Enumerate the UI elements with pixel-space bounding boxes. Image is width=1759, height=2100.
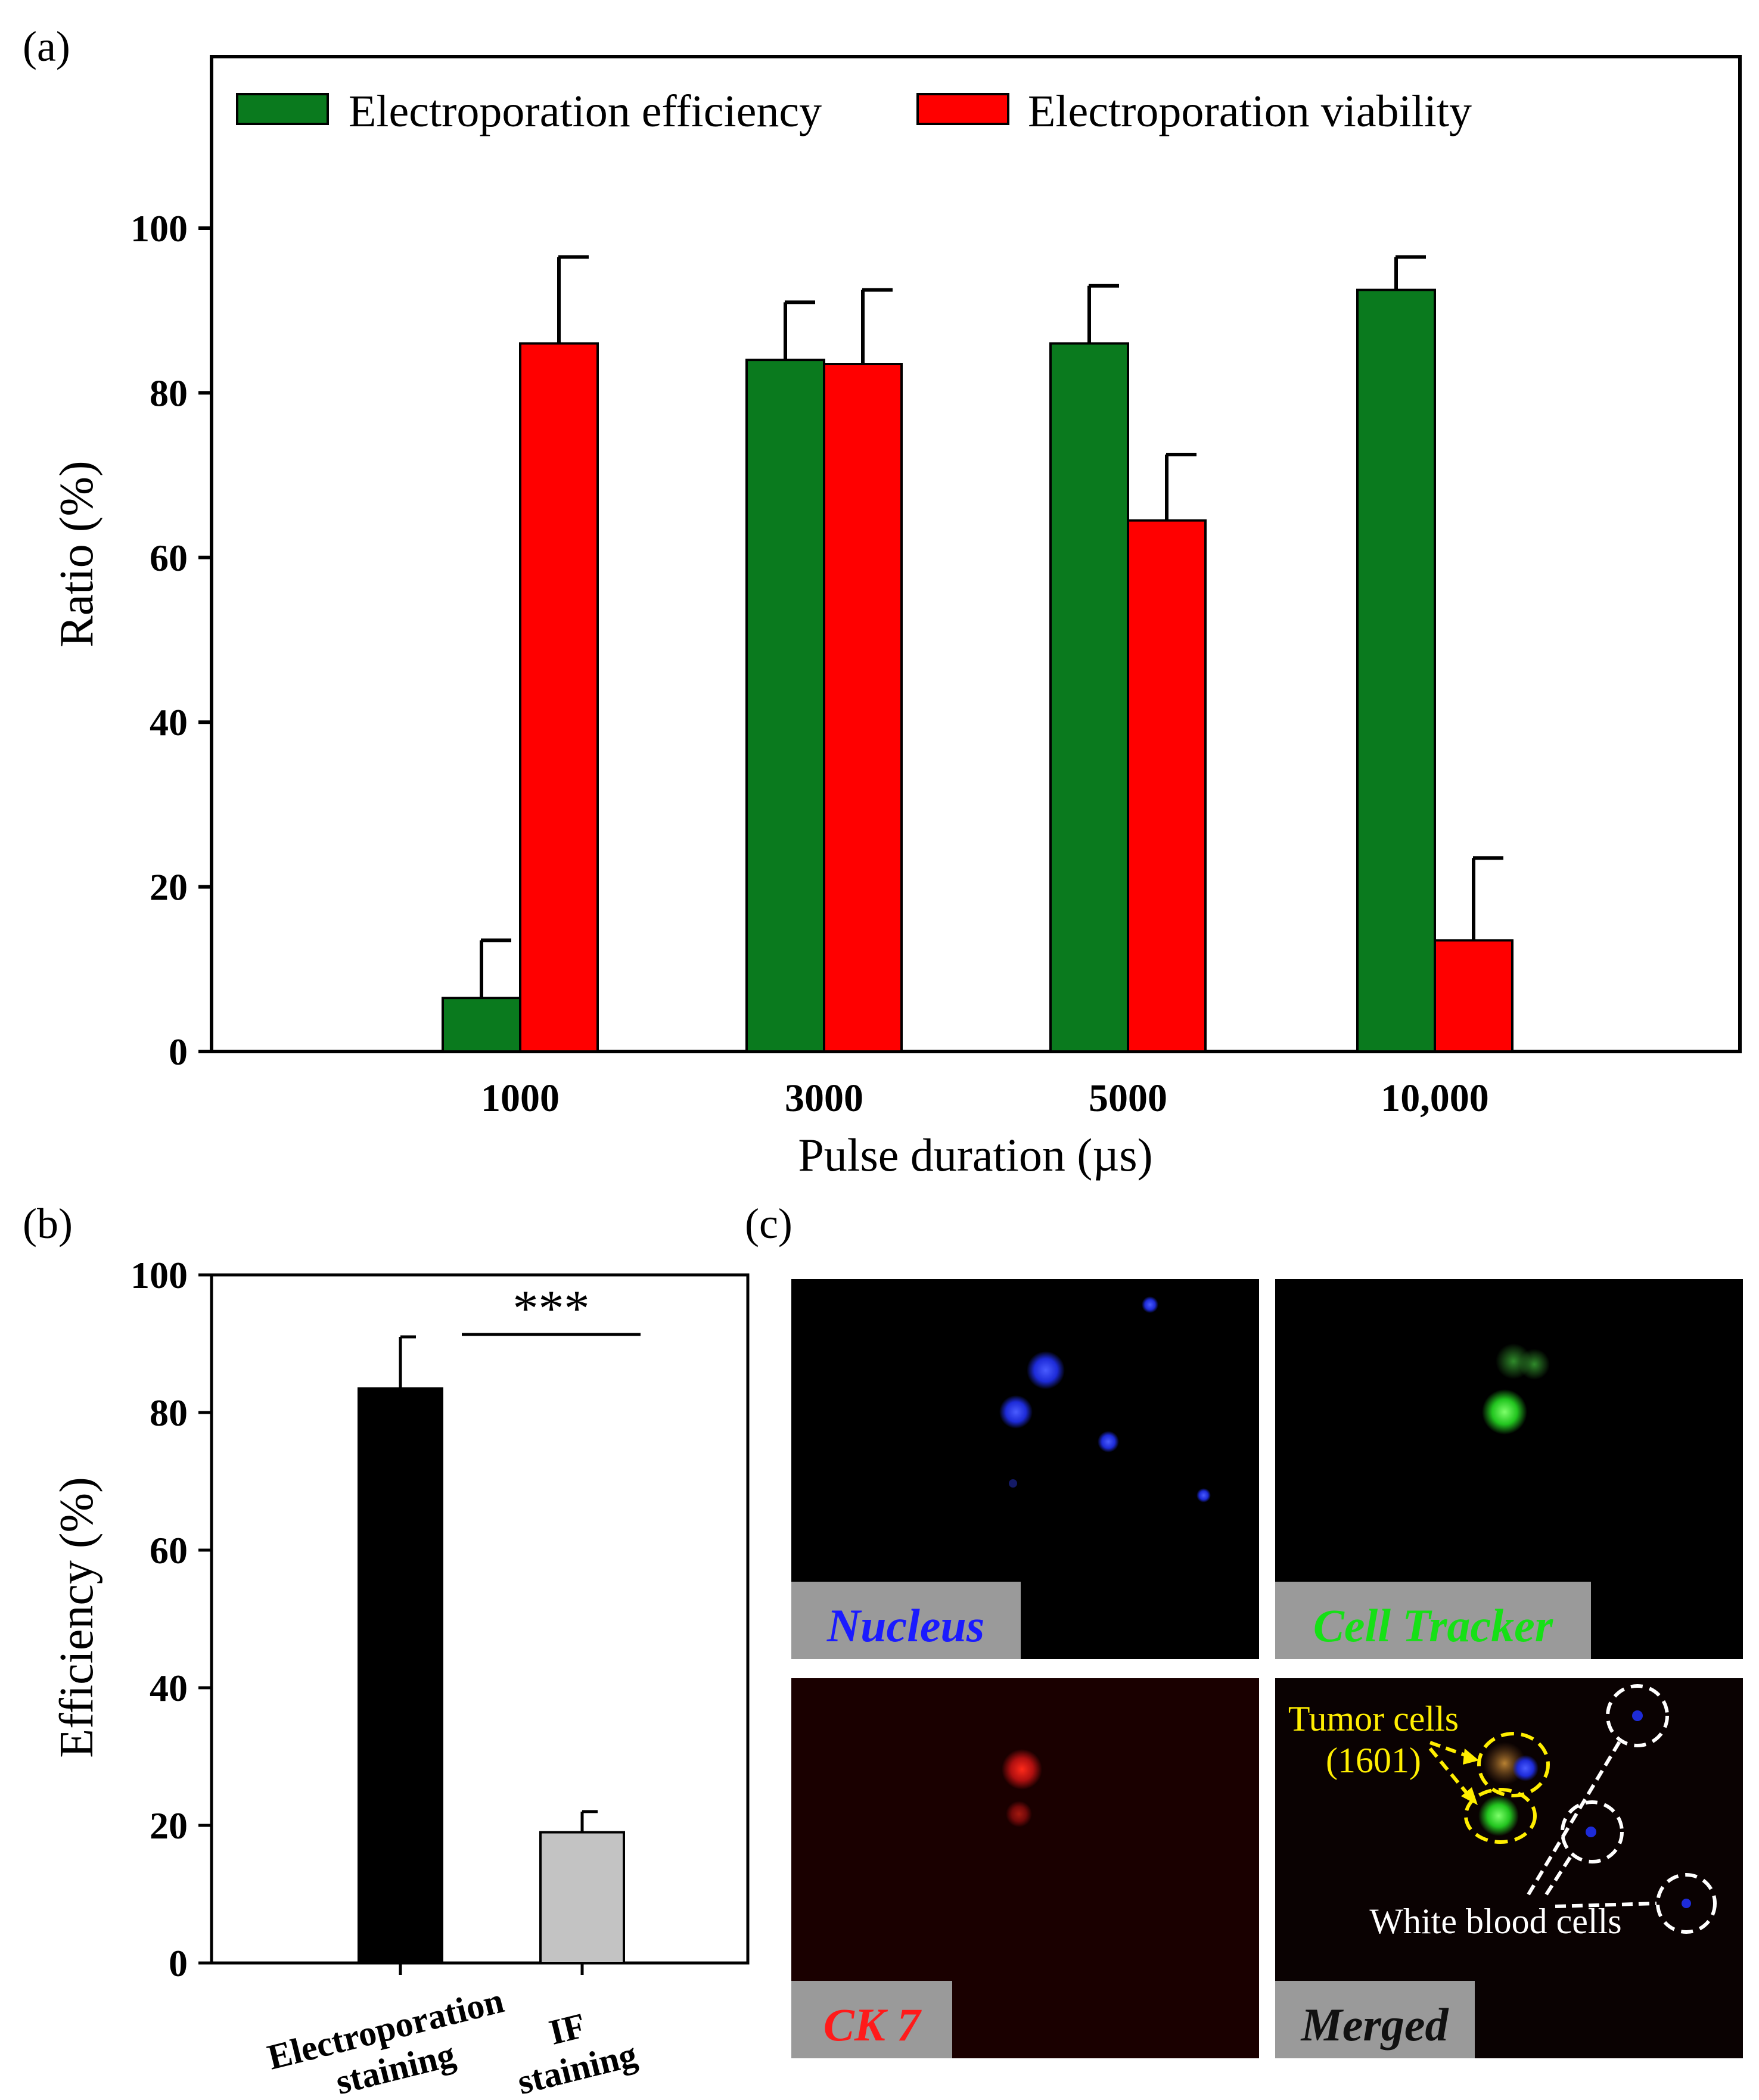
micrograph-merged-label: Merged	[1300, 1999, 1449, 2051]
chart-a-x-tick-label: 10,000	[1381, 1077, 1489, 1120]
nucleus-spot	[1098, 1431, 1119, 1452]
bar-electroporation-staining	[358, 1387, 443, 1964]
chart-a-x-tick-label: 5000	[1089, 1077, 1167, 1120]
chart-a: Electroporation efficiency Electroporati…	[51, 55, 1742, 1181]
chart-b-y-tick-label: 20	[150, 1805, 188, 1847]
merged-wbc	[1632, 1710, 1643, 1721]
merged-tumor-cell	[1478, 1796, 1519, 1836]
chart-a-y-tick-label: 60	[150, 537, 188, 579]
bar-viability	[519, 342, 599, 1053]
tumor-pointer	[1428, 1747, 1474, 1800]
significance-label: ***	[513, 1280, 590, 1337]
micrograph-grid: Nucleus Cell Tracker CK 7	[791, 1279, 1743, 2058]
bar-efficiency	[442, 997, 521, 1053]
chart-a-frame	[210, 55, 1742, 1053]
legend-label-efficiency: Electroporation efficiency	[349, 86, 822, 136]
micrograph-ck7-label: CK 7	[823, 1999, 922, 2051]
micrograph-ck7: CK 7	[791, 1678, 1259, 2058]
chart-a-x-tick-label: 1000	[481, 1077, 560, 1120]
ck7-spot	[1006, 1801, 1032, 1827]
cell-tracker-spot	[1482, 1389, 1527, 1435]
chart-a-x-tick-label: 3000	[785, 1077, 863, 1120]
nucleus-spot	[1197, 1488, 1211, 1502]
bar-efficiency	[745, 359, 825, 1053]
chart-a-y-tick-label: 100	[130, 207, 188, 250]
micrograph-nucleus-label: Nucleus	[826, 1600, 984, 1651]
legend-label-viability: Electroporation viability	[1028, 86, 1472, 136]
nucleus-spot	[1009, 1479, 1017, 1488]
merged-wbc	[1682, 1899, 1691, 1908]
wbc-pointer	[1527, 1738, 1623, 1896]
bar-efficiency	[1049, 342, 1129, 1053]
wbc-outline	[1561, 1800, 1624, 1863]
chart-a-y-tick-label: 20	[150, 866, 188, 909]
nucleus-spot	[1027, 1351, 1065, 1389]
micrograph-ck7-label-box	[791, 1981, 952, 2058]
chart-a-legend: Electroporation efficiency Electroporati…	[236, 86, 1472, 136]
chart-a-y-tick-label: 80	[150, 372, 188, 414]
bar-viability	[823, 363, 903, 1053]
chart-b-frame	[210, 1273, 750, 1965]
cell-tracker-spot	[1519, 1349, 1550, 1380]
chart-b-y-tick-label: 40	[150, 1667, 188, 1709]
chart-a-y-tick-label: 0	[169, 1031, 188, 1073]
chart-b: Efficiency (%) *** 0 20 40 60 80 100 Electropo…	[51, 1254, 750, 2100]
bar-efficiency	[1356, 288, 1436, 1053]
nucleus-spot	[1142, 1296, 1158, 1313]
tumor-pointer-arrowhead	[1461, 1787, 1478, 1805]
panel-a-label: (a)	[23, 23, 70, 70]
wbc-pointer	[1544, 1852, 1575, 1896]
chart-b-y-tick-label: 60	[150, 1529, 188, 1572]
tumor-cells-label: Tumor cells	[1288, 1699, 1459, 1738]
chart-a-y-tick-label: 40	[150, 701, 188, 743]
panel-c-label: (c)	[745, 1200, 793, 1247]
chart-a-y-axis-label: Ratio (%)	[51, 461, 103, 647]
panel-b-label: (b)	[23, 1200, 73, 1247]
micrograph-cell-tracker-label: Cell Tracker	[1313, 1600, 1553, 1651]
chart-b-y-tick-label: 0	[169, 1942, 188, 1984]
bar-viability	[1127, 519, 1207, 1053]
chart-a-x-axis-label: Pulse duration (µs)	[798, 1129, 1152, 1181]
micrograph-nucleus: Nucleus	[791, 1279, 1259, 1659]
micrograph-merged-label-box	[1275, 1981, 1475, 2058]
tumor-cell-outline	[1464, 1788, 1537, 1844]
wbc-outline	[1606, 1684, 1669, 1747]
chart-b-y-tick-label: 100	[130, 1254, 188, 1296]
nucleus-spot	[999, 1395, 1033, 1429]
legend-swatch-viability	[916, 93, 1009, 125]
tumor-cells-id-label: (1601)	[1326, 1741, 1421, 1780]
micrograph-cell-tracker: Cell Tracker	[1275, 1279, 1743, 1659]
bar-viability	[1434, 939, 1514, 1053]
ck7-spot	[1002, 1749, 1042, 1790]
merged-wbc	[1586, 1827, 1596, 1837]
chart-b-y-axis-label: Efficiency (%)	[51, 1477, 103, 1758]
micrograph-merged: Tumor cells (1601) White blood cells Mer…	[1275, 1678, 1743, 2058]
chart-b-y-tick-label: 80	[150, 1392, 188, 1434]
wbc-outline	[1656, 1873, 1717, 1934]
tumor-cell-outline	[1477, 1732, 1550, 1797]
white-blood-cells-label: White blood cells	[1369, 1902, 1621, 1941]
wbc-pointer	[1555, 1902, 1657, 1908]
micrograph-nucleus-label-box	[791, 1582, 1021, 1659]
tumor-pointer-arrowhead	[1463, 1749, 1479, 1765]
chart-b-x-tick-label: IF	[545, 2005, 589, 2052]
micrograph-cell-tracker-label-box	[1275, 1582, 1591, 1659]
legend-swatch-efficiency	[236, 93, 329, 125]
bar-if-staining	[539, 1831, 625, 1965]
merged-tumor-nucleus	[1512, 1755, 1539, 1781]
